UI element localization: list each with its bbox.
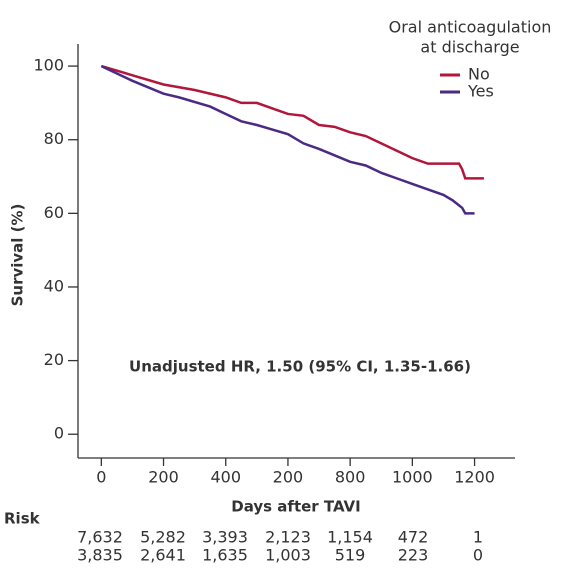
legend-title: Oral anticoagulation <box>389 18 552 37</box>
risk-cell: 0 <box>473 546 483 565</box>
y-tick-label: 100 <box>33 56 64 75</box>
annotation: Unadjusted HR, 1.50 (95% CI, 1.35-1.66) <box>129 358 471 376</box>
legend-title: at discharge <box>420 38 519 57</box>
y-axis-label: Survival (%) <box>9 204 27 307</box>
y-tick-label: 0 <box>54 424 64 443</box>
x-axis-label: Days after TAVI <box>231 498 361 516</box>
survival-curve <box>100 64 475 215</box>
legend-label: Yes <box>467 82 494 101</box>
risk-cell: 2,123 <box>265 528 311 547</box>
y-tick-label: 80 <box>44 129 64 148</box>
risk-cell: 519 <box>335 546 366 565</box>
risk-cell: 5,282 <box>140 528 186 547</box>
x-tick-label: 200 <box>273 468 304 487</box>
survival-curve <box>100 64 484 180</box>
x-tick-label: 0 <box>96 468 106 487</box>
risk-label: Risk <box>4 510 41 528</box>
risk-cell: 1 <box>473 528 483 547</box>
risk-cell: 2,641 <box>140 546 186 565</box>
risk-cell: 3,835 <box>77 546 123 565</box>
risk-cell: 1,635 <box>202 546 248 565</box>
y-tick-label: 40 <box>44 276 64 295</box>
x-tick-label: 1200 <box>454 468 495 487</box>
y-tick-label: 20 <box>44 350 64 369</box>
risk-cell: 1,154 <box>327 528 373 547</box>
y-tick-label: 60 <box>44 203 64 222</box>
legend-label: No <box>468 65 490 84</box>
x-tick-label: 800 <box>335 468 366 487</box>
x-tick-label: 400 <box>210 468 241 487</box>
risk-cell: 7,632 <box>77 528 123 547</box>
x-tick-label: 1000 <box>392 468 433 487</box>
risk-cell: 472 <box>398 528 429 547</box>
risk-cell: 3,393 <box>202 528 248 547</box>
x-tick-label: 200 <box>148 468 179 487</box>
risk-cell: 1,003 <box>265 546 311 565</box>
risk-cell: 223 <box>398 546 429 565</box>
